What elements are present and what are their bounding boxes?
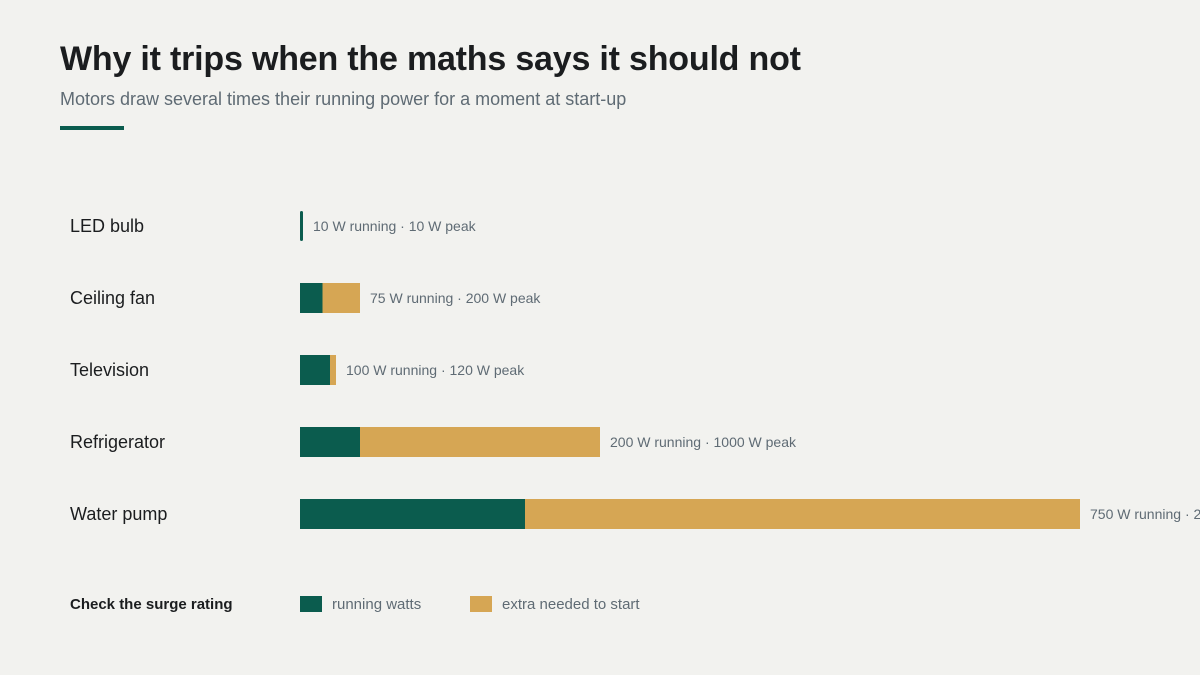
bar-surge-television xyxy=(330,355,336,385)
value-label-television: 100 W running · 120 W peak xyxy=(346,362,525,378)
value-label-led-bulb: 10 W running · 10 W peak xyxy=(313,218,477,234)
accent-rule xyxy=(60,126,124,130)
bar-surge-refrigerator xyxy=(360,427,600,457)
legend: Check the surge rating running watts ext… xyxy=(70,594,1170,616)
chart-title: Why it trips when the maths says it shou… xyxy=(60,40,801,78)
category-label-refrigerator: Refrigerator xyxy=(70,432,165,452)
value-label-ceiling-fan: 75 W running · 200 W peak xyxy=(370,290,541,306)
legend-title: Check the surge rating xyxy=(70,596,233,613)
bar-surge-water-pump xyxy=(525,499,1080,529)
bar-running-water-pump xyxy=(300,499,525,529)
value-label-water-pump: 750 W running · 2600 W peak xyxy=(1090,506,1200,522)
bar-surge-ceiling-fan xyxy=(322,283,360,313)
legend-label-running: running watts xyxy=(332,596,422,613)
bar-running-refrigerator xyxy=(300,427,360,457)
value-label-refrigerator: 200 W running · 1000 W peak xyxy=(610,434,797,450)
chart-subtitle: Motors draw several times their running … xyxy=(60,89,627,109)
category-label-led-bulb: LED bulb xyxy=(70,216,144,236)
category-label-television: Television xyxy=(70,360,149,380)
legend-swatch-running xyxy=(300,596,322,612)
chart-rows: LED bulb 10 W running · 10 W peak Ceiling … xyxy=(70,211,1200,529)
legend-label-surge: extra needed to start xyxy=(502,596,640,613)
bar-running-ceiling-fan xyxy=(300,283,323,313)
bar-running-led-bulb xyxy=(300,211,303,241)
legend-swatch-surge xyxy=(470,596,492,612)
category-label-ceiling-fan: Ceiling fan xyxy=(70,288,155,308)
bar-running-television xyxy=(300,355,330,385)
category-label-water-pump: Water pump xyxy=(70,504,167,524)
